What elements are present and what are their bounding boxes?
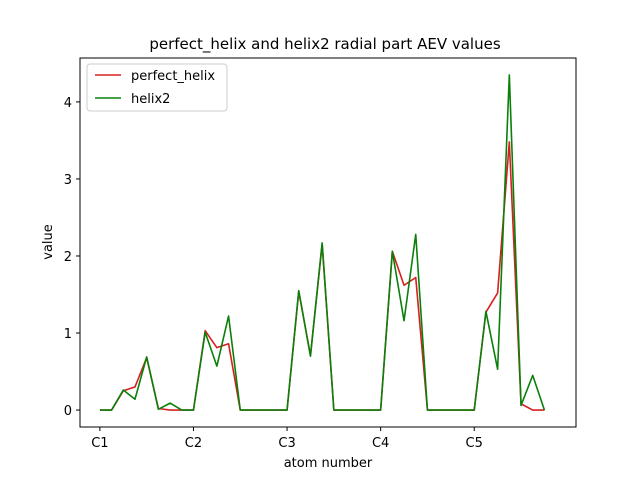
x-tick-label: C5 [466, 436, 483, 451]
y-axis-label: value [41, 224, 56, 260]
y-tick-label: 3 [64, 173, 72, 188]
y-tick-label: 2 [64, 250, 72, 265]
plot-area: C1 C2 C3 C4 C5 0 1 2 3 4 [64, 57, 577, 451]
x-tick-label: C2 [185, 436, 202, 451]
y-tick-label: 4 [64, 96, 72, 111]
legend-label-helix2: helix2 [131, 92, 170, 107]
x-tick-label: C1 [91, 436, 108, 451]
y-tick-label: 0 [64, 404, 72, 419]
x-tick-label: C3 [278, 436, 295, 451]
plot-frame [79, 57, 577, 428]
x-axis-ticks: C1 C2 C3 C4 C5 [91, 427, 483, 451]
y-tick-label: 1 [64, 327, 72, 342]
y-axis-ticks: 0 1 2 3 4 [64, 96, 80, 419]
x-axis-label: atom number [284, 456, 373, 471]
series-layer [99, 74, 546, 411]
chart-title: perfect_helix and helix2 radial part AEV… [149, 35, 500, 54]
legend-label-perfect-helix: perfect_helix [131, 69, 215, 84]
series-line-helix2 [99, 74, 546, 411]
legend-box [86, 63, 228, 112]
legend: perfect_helix helix2 [86, 63, 228, 112]
x-tick-label: C4 [372, 436, 389, 451]
